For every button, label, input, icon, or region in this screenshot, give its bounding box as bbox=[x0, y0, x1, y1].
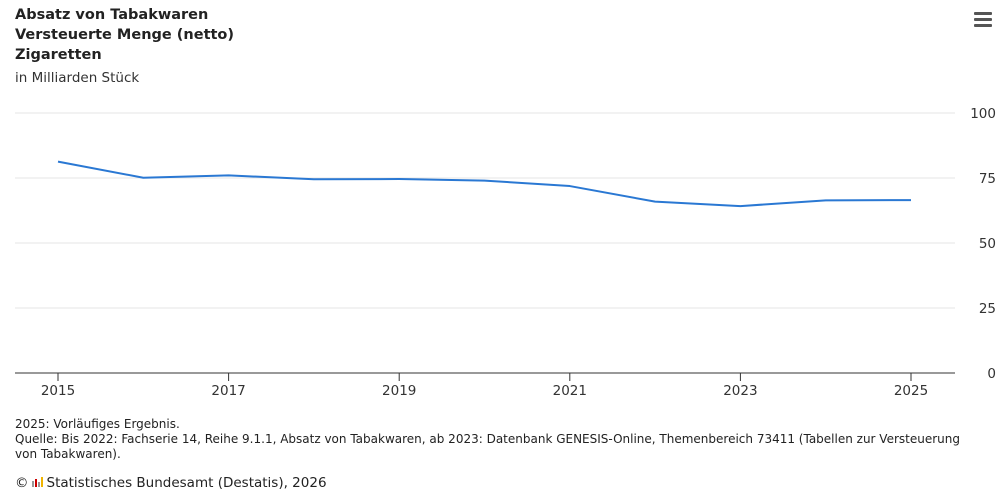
title-line-3: Zigaretten bbox=[15, 47, 102, 63]
line-chart: 0 25 50 75 100 2015 2017 2019 2021 2023 2025 bbox=[15, 106, 996, 399]
credit: © Statistisches Bundesamt (Destatis), 202… bbox=[15, 475, 327, 491]
y-tick-label: 50 bbox=[979, 236, 996, 252]
credit-text: Statistisches Bundesamt (Destatis), 2026 bbox=[46, 475, 327, 491]
chart-title: Absatz von Tabakwaren Versteuerte Menge … bbox=[15, 5, 234, 65]
y-tick-label: 0 bbox=[987, 366, 996, 382]
source-note: Quelle: Bis 2022: Fachserie 14, Reihe 9.… bbox=[15, 432, 960, 461]
x-tick-label: 2019 bbox=[382, 383, 416, 399]
title-line-2: Versteuerte Menge (netto) bbox=[15, 27, 235, 43]
footnotes: 2025: Vorläufiges Ergebnis. Quelle: Bis … bbox=[15, 417, 975, 462]
x-tick-label: 2015 bbox=[41, 383, 75, 399]
title-line-1: Absatz von Tabakwaren bbox=[15, 7, 209, 23]
destatis-logo-icon bbox=[31, 475, 44, 491]
unit-label: in Milliarden Stück bbox=[15, 70, 140, 86]
x-tick-label: 2021 bbox=[553, 383, 587, 399]
x-tick-label: 2023 bbox=[723, 383, 757, 399]
copyright-symbol: © bbox=[15, 475, 29, 491]
hamburger-menu-icon[interactable] bbox=[974, 12, 992, 28]
y-tick-label: 75 bbox=[979, 171, 996, 187]
preliminary-note: 2025: Vorläufiges Ergebnis. bbox=[15, 417, 180, 431]
y-tick-label: 25 bbox=[979, 301, 996, 317]
x-tick-label: 2025 bbox=[894, 383, 928, 399]
y-tick-label: 100 bbox=[970, 106, 996, 122]
x-tick-label: 2017 bbox=[211, 383, 245, 399]
series-line bbox=[57, 160, 912, 208]
